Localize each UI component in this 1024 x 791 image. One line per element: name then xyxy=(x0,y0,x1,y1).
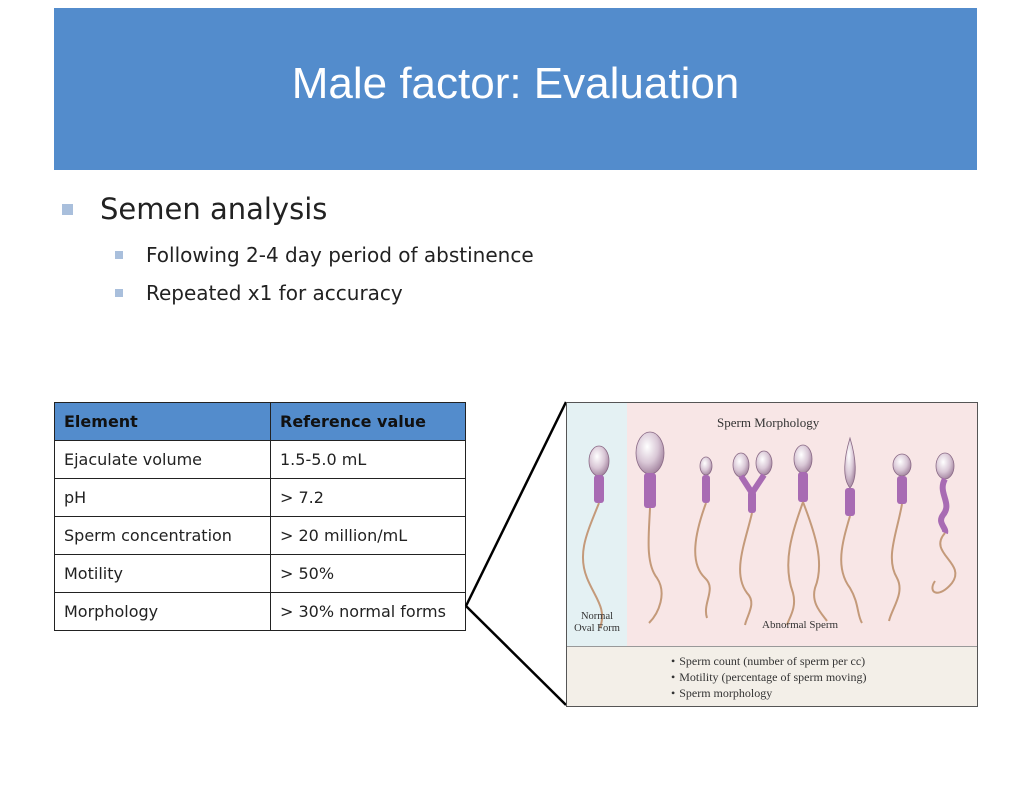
sperm-double-head-icon xyxy=(732,450,773,626)
figure-caption-list: Sperm count (number of sperm per cc) Mot… xyxy=(671,653,867,701)
sperm-round-head-icon xyxy=(888,453,912,622)
table-cell: > 30% normal forms xyxy=(270,592,466,631)
caption-item: Sperm morphology xyxy=(671,685,867,701)
table-header-row: Element Reference value xyxy=(54,402,466,441)
table-cell: > 7.2 xyxy=(270,478,466,517)
sperm-double-tail-icon xyxy=(786,444,828,626)
table-header-cell: Element xyxy=(54,402,271,441)
figure-title: Sperm Morphology xyxy=(717,415,820,430)
callout-line-bottom xyxy=(465,605,567,706)
sperm-small-head-icon xyxy=(694,456,713,619)
table-cell: > 20 million/mL xyxy=(270,516,466,555)
bullet-main-text: Semen analysis xyxy=(100,192,328,226)
normal-label-line: Oval Form xyxy=(574,623,620,634)
table-row: Sperm concentration > 20 million/mL xyxy=(54,516,466,555)
normal-label: Normal Oval Form xyxy=(571,611,623,635)
slide-title: Male factor: Evaluation xyxy=(291,59,740,108)
bullet-sub-text: Repeated x1 for accuracy xyxy=(146,281,403,305)
abnormal-panel xyxy=(627,403,977,646)
table-row: Morphology > 30% normal forms xyxy=(54,592,466,631)
sperm-tapered-head-icon xyxy=(840,436,863,624)
abnormal-label: Abnormal Sperm xyxy=(762,619,839,631)
bullet-marker-icon xyxy=(115,289,123,297)
title-bar: Male factor: Evaluation xyxy=(54,8,977,170)
table-header-cell: Reference value xyxy=(270,402,466,441)
callout-line-top xyxy=(464,401,568,607)
caption-item: Motility (percentage of sperm moving) xyxy=(671,669,866,685)
table-cell: Morphology xyxy=(54,592,271,631)
table-row: Ejaculate volume 1.5-5.0 mL xyxy=(54,440,466,479)
table-cell: pH xyxy=(54,478,271,517)
table-cell: Motility xyxy=(54,554,271,593)
bullet-sub-1: Following 2-4 day period of abstinence xyxy=(115,243,534,267)
normal-panel xyxy=(567,403,627,646)
table-row: Motility > 50% xyxy=(54,554,466,593)
sperm-illustration xyxy=(581,431,957,629)
normal-label-line: Normal xyxy=(580,611,614,622)
bullet-sub-2: Repeated x1 for accuracy xyxy=(115,281,403,305)
bullet-sub-text: Following 2-4 day period of abstinence xyxy=(146,243,534,267)
reference-table: Element Reference value Ejaculate volume… xyxy=(54,402,466,631)
sperm-normal-icon xyxy=(581,445,610,629)
table-cell: Sperm concentration xyxy=(54,516,271,555)
table-cell: 1.5-5.0 mL xyxy=(270,440,466,479)
caption-item: Sperm count (number of sperm per cc) xyxy=(671,653,867,669)
bullet-marker-icon xyxy=(62,203,73,215)
bullet-marker-icon xyxy=(115,251,123,259)
table-cell: > 50% xyxy=(270,554,466,593)
sperm-coiled-tail-icon xyxy=(931,452,957,594)
bullet-main: Semen analysis xyxy=(62,192,327,226)
sperm-large-head-icon xyxy=(635,431,665,624)
sperm-morphology-figure: Sperm Morphology Normal Oval Form Abnorm… xyxy=(566,402,978,707)
table-row: pH > 7.2 xyxy=(54,478,466,517)
table-cell: Ejaculate volume xyxy=(54,440,271,479)
